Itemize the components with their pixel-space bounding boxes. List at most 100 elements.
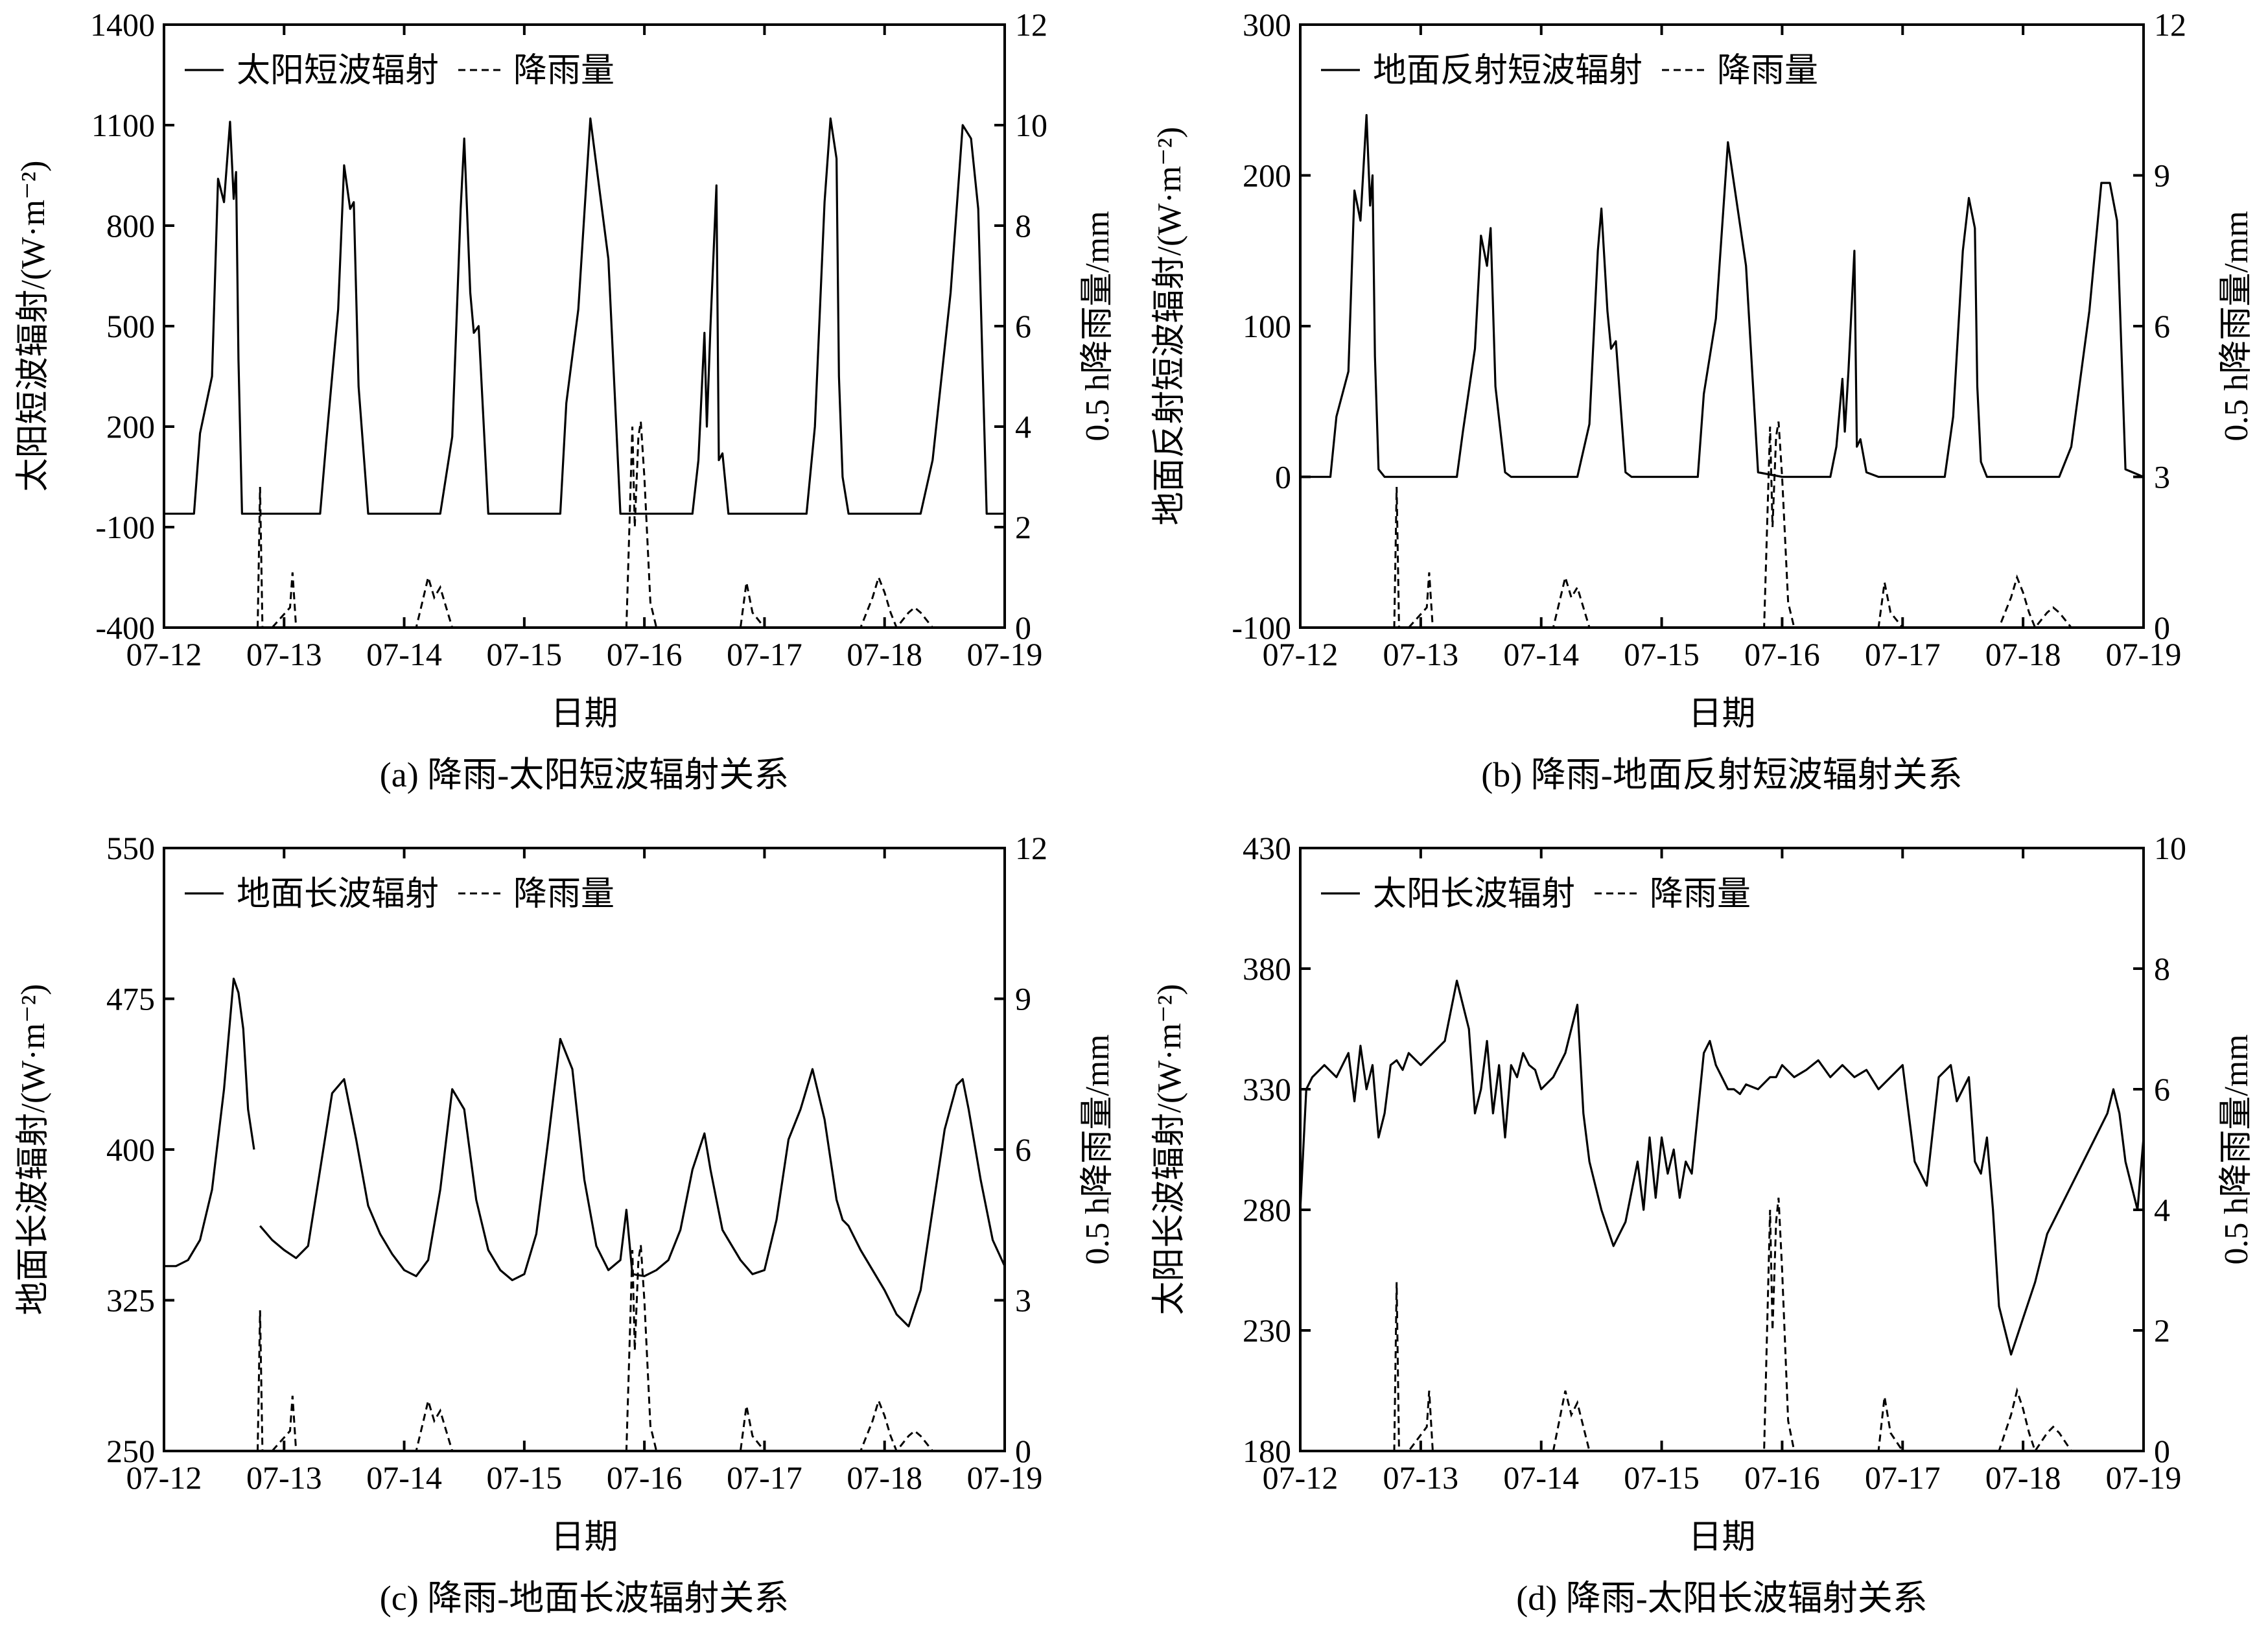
y-right-tick-label: 2 [2154,1312,2170,1349]
x-tick-label: 07-19 [2106,636,2182,672]
y-right-tick-label: 10 [2154,830,2186,866]
x-axis-title: 日期 [1688,696,1755,733]
x-axis-title: 日期 [550,696,618,733]
x-tick-label: 07-12 [1263,636,1339,672]
y-right-axis-title: 0.5 h降雨量/mm [2218,1034,2255,1264]
y-axis-title: 太阳长波辐射/(W·m⁻²) [1151,984,1188,1315]
plot-frame [1299,847,2145,1452]
panel-caption: (d) 降雨-太阳长波辐射关系 [1516,1579,1927,1618]
y-right-tick-label: 3 [1015,1282,1031,1319]
legend-label-radiation: 太阳长波辐射 [1373,876,1575,913]
rainfall-dashed-line [1300,1197,2144,1451]
y-tick-label: 200 [106,408,155,445]
x-tick-label: 07-12 [126,1459,202,1496]
x-tick-label: 07-12 [1263,1459,1339,1496]
x-tick-label: 07-19 [2106,1459,2182,1496]
x-tick-label: 07-16 [607,636,683,672]
y-tick-label: -100 [1232,609,1291,646]
y-axis-title: 地面长波辐射/(W·m⁻²) [15,984,52,1315]
radiation-solid-line [1300,113,2144,478]
x-tick-label: 07-19 [967,636,1043,672]
y-tick-label: -400 [95,609,155,646]
plot-frame [1299,23,2145,629]
panel-d: 07-12 07-13 07-14 07-15 07-16 07-17 07-18 07-19… [1151,830,2255,1618]
y-tick-label: 430 [1243,830,1291,866]
x-tick-label: 07-15 [1624,636,1700,672]
legend-label-radiation: 地面反射短波辐射 [1373,53,1643,89]
plot-area [1300,980,2144,1451]
x-tick-label: 07-14 [366,636,442,672]
legend-label-radiation: 太阳短波辐射 [237,53,439,89]
y-right-tick-label: 3 [2154,459,2170,495]
x-tick-label: 07-13 [246,1459,322,1496]
x-tick-label: 07-18 [1985,1459,2061,1496]
x-tick-label: 07-14 [1503,636,1579,672]
y-tick-label: 325 [106,1282,155,1319]
y-right-tick-label: 12 [1015,830,1047,866]
y-tick-label: 500 [106,308,155,344]
y-right-tick-label: 9 [2154,158,2170,194]
y-tick-label: 330 [1243,1071,1291,1107]
y-right-tick-label: 8 [2154,950,2170,987]
panel-a: 07-12 07-13 07-14 07-15 07-16 07-17 07-18 07-19… [15,6,1116,794]
panel-b: 07-12 07-13 07-14 07-15 07-16 07-17 07-18 07-19… [1151,6,2255,794]
x-tick-label: 07-16 [1744,636,1820,672]
y-axis-title: 太阳短波辐射/(W·m⁻²) [15,161,52,492]
y-right-axis-title: 0.5 h降雨量/mm [1079,1034,1116,1264]
y-tick-label: 0 [1275,459,1291,495]
legend-label-rainfall: 降雨量 [513,53,614,89]
y-tick-label: 550 [106,830,155,866]
plot-frame [163,847,1006,1452]
radiation-solid-line [1300,980,2144,1356]
legend-label-radiation: 地面长波辐射 [237,876,439,913]
y-right-tick-label: 6 [2154,308,2170,344]
x-tick-label: 07-16 [607,1459,683,1496]
y-tick-label: 100 [1243,308,1291,344]
y-right-tick-label: 12 [2154,6,2186,43]
y-tick-label: 475 [106,981,155,1017]
y-tick-label: 200 [1243,158,1291,194]
plot-area [1300,113,2144,628]
x-tick-label: 07-13 [246,636,322,672]
y-right-axis-title: 0.5 h降雨量/mm [2218,211,2255,441]
x-tick-label: 07-15 [487,636,563,672]
plot-area [164,977,1005,1451]
y-right-tick-label: 4 [1015,408,1031,445]
y-right-axis-title: 0.5 h降雨量/mm [1079,211,1116,441]
x-tick-label: 07-15 [487,1459,563,1496]
plot-frame [163,23,1006,629]
y-tick-label: 400 [106,1131,155,1168]
y-right-tick-label: 10 [1015,107,1047,143]
y-tick-label: 300 [1243,6,1291,43]
panel-caption: (c) 降雨-地面长波辐射关系 [380,1579,789,1618]
panel-c: 07-12 07-13 07-14 07-15 07-16 07-17 07-18 07-19… [15,830,1116,1618]
legend-label-rainfall: 降雨量 [1650,876,1751,913]
y-tick-label: 230 [1243,1312,1291,1349]
y-tick-label: 800 [106,207,155,244]
radiation-solid-line [259,1037,1005,1328]
radiation-solid-line [164,117,1005,515]
legend-label-rainfall: 降雨量 [1717,53,1818,89]
panel-caption: (a) 降雨-太阳短波辐射关系 [380,755,789,794]
x-tick-label: 07-12 [126,636,202,672]
x-tick-label: 07-17 [1865,1459,1941,1496]
y-right-tick-label: 6 [1015,308,1031,344]
legend-label-rainfall: 降雨量 [513,876,614,913]
x-tick-label: 07-13 [1383,636,1459,672]
panel-caption: (b) 降雨-地面反射短波辐射关系 [1481,755,1962,794]
x-tick-label: 07-17 [1865,636,1941,672]
x-tick-label: 07-17 [727,636,802,672]
y-right-tick-label: 12 [1015,6,1047,43]
x-tick-label: 07-18 [1985,636,2061,672]
x-tick-label: 07-18 [847,1459,922,1496]
rainfall-dashed-line [164,1245,1005,1451]
y-tick-label: 380 [1243,950,1291,987]
x-tick-label: 07-18 [847,636,922,672]
y-tick-label: 1100 [91,107,155,143]
x-tick-label: 07-19 [967,1459,1043,1496]
x-tick-label: 07-16 [1744,1459,1820,1496]
y-right-tick-label: 2 [1015,509,1031,545]
radiation-solid-line [164,977,255,1268]
y-right-tick-label: 0 [2154,609,2170,646]
x-axis-title: 日期 [1688,1519,1755,1556]
